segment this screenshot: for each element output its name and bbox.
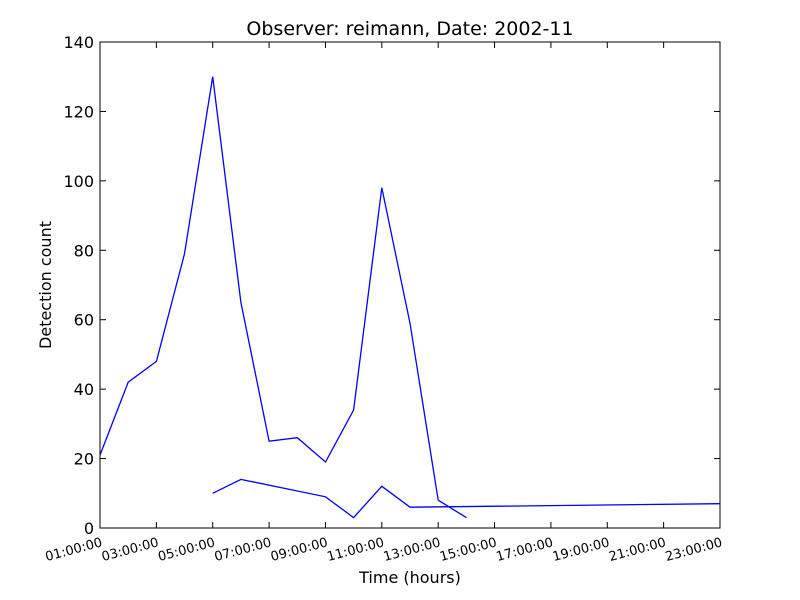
y-tick-label: 120 xyxy=(63,102,94,121)
x-tick-label: 23:00:00 xyxy=(664,535,724,565)
y-tick-label: 20 xyxy=(74,450,94,469)
x-tick-label: 07:00:00 xyxy=(213,535,273,565)
y-tick-label: 40 xyxy=(74,380,94,399)
x-tick-label: 05:00:00 xyxy=(156,535,216,565)
chart-title: Observer: reimann, Date: 2002-11 xyxy=(246,18,573,40)
y-axis-label: Detection count xyxy=(36,221,55,349)
series-line-2 xyxy=(212,478,721,519)
x-tick-label: 11:00:00 xyxy=(326,535,386,565)
plot-frame xyxy=(99,41,721,529)
x-tick-label: 21:00:00 xyxy=(607,535,667,565)
x-tick-label: 03:00:00 xyxy=(100,535,160,565)
y-tick-label: 100 xyxy=(63,172,94,191)
x-tick-label: 01:00:00 xyxy=(44,535,104,565)
y-tick-label: 0 xyxy=(84,519,94,538)
x-tick-label: 15:00:00 xyxy=(438,535,498,565)
x-tick-label: 17:00:00 xyxy=(495,535,555,565)
series-line-1 xyxy=(99,76,439,501)
series-line-3 xyxy=(437,499,467,519)
plot-lines xyxy=(99,76,721,519)
y-tick-label: 140 xyxy=(63,33,94,52)
x-axis-label: Time (hours) xyxy=(358,568,461,587)
x-tick-label: 09:00:00 xyxy=(269,535,329,565)
x-tick-label: 19:00:00 xyxy=(551,535,611,565)
y-tick-label: 60 xyxy=(74,311,94,330)
x-tick-label: 13:00:00 xyxy=(382,535,442,565)
x-axis: 01:00:0003:00:0005:00:0007:00:0009:00:00… xyxy=(44,42,724,565)
y-axis: 0 20 40 60 80 100 120 140 xyxy=(63,33,720,538)
y-tick-label: 80 xyxy=(74,241,94,260)
